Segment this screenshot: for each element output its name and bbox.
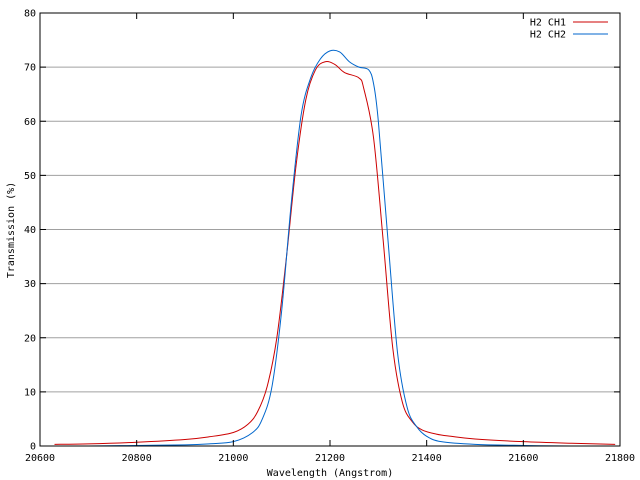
y-tick-label: 70 <box>24 63 36 74</box>
legend-label-h2-ch2: H2 CH2 <box>530 30 566 41</box>
x-tick-label: 20800 <box>122 453 152 464</box>
y-tick-label: 40 <box>24 225 36 236</box>
x-tick-label: 21400 <box>412 453 442 464</box>
y-axis-label: Transmission (%) <box>6 182 17 278</box>
series-layer <box>54 49 616 447</box>
legend-label-h2-ch1: H2 CH1 <box>530 18 566 29</box>
y-tick-label: 60 <box>24 117 36 128</box>
x-tick-label: 21600 <box>508 453 538 464</box>
ticks-layer: 0 10 20 30 40 50 60 70 80 20600 20800 21000 21200 214… <box>24 9 635 465</box>
x-tick-label: 20600 <box>25 453 55 464</box>
y-tick-label: 50 <box>24 171 36 182</box>
y-tick-label: 0 <box>30 442 36 453</box>
y-tick-label: 20 <box>24 333 36 344</box>
x-axis-label: Wavelength (Angstrom) <box>267 468 393 479</box>
y-tick-label: 30 <box>24 279 36 290</box>
series-line-h2-ch1 <box>54 60 616 445</box>
x-tick-label: 21200 <box>315 453 345 464</box>
y-tick-label: 80 <box>24 9 36 20</box>
x-tick-label: 21000 <box>218 453 248 464</box>
y-tick-label: 10 <box>24 387 36 398</box>
x-tick-label: 21800 <box>605 453 635 464</box>
series-line-h2-ch2 <box>54 49 616 447</box>
grid-layer <box>40 66 620 393</box>
